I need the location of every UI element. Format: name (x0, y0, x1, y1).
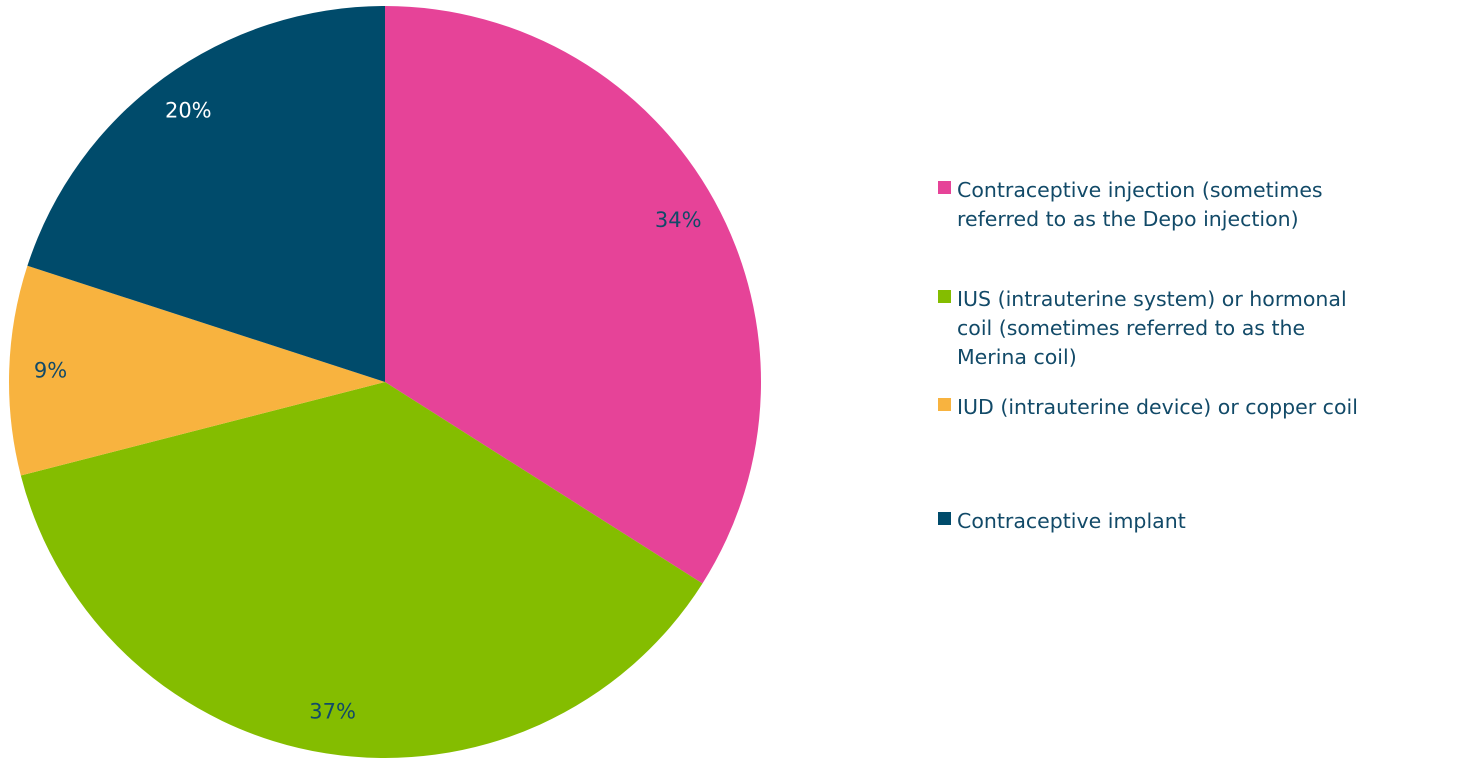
legend-label-ius: IUS (intrauterine system) or hormonal co… (957, 287, 1347, 369)
pie-slices (9, 6, 761, 758)
legend-label-contraceptive-injection: Contraceptive injection (sometimes refer… (957, 178, 1323, 231)
legend-swatch-ius (938, 290, 951, 303)
pie-slice-3 (27, 6, 386, 382)
pie-slice-2 (9, 265, 385, 476)
slice-label-3: 20% (165, 98, 212, 122)
pie-slice-1 (20, 382, 703, 758)
slice-label-1: 37% (309, 700, 356, 724)
legend-label-implant: Contraceptive implant (957, 509, 1186, 533)
slice-label-2: 9% (34, 358, 67, 382)
pie-chart: 34% 37% 9% 20% (9, 6, 761, 758)
slice-label-0: 34% (655, 208, 702, 232)
legend-label-iud: IUD (intrauterine device) or copper coil (957, 395, 1358, 419)
legend-item-contraceptive-injection: Contraceptive injection (sometimes refer… (938, 176, 1323, 234)
pie-slice-0 (385, 6, 761, 584)
slice-labels: 34% 37% 9% 20% (34, 98, 702, 723)
legend-item-iud: IUD (intrauterine device) or copper coil (938, 393, 1358, 422)
legend-item-implant: Contraceptive implant (938, 507, 1186, 536)
legend-swatch-iud (938, 398, 951, 411)
legend-swatch-implant (938, 512, 951, 525)
legend-swatch-contraceptive-injection (938, 181, 951, 194)
legend-item-ius: IUS (intrauterine system) or hormonal co… (938, 285, 1347, 372)
